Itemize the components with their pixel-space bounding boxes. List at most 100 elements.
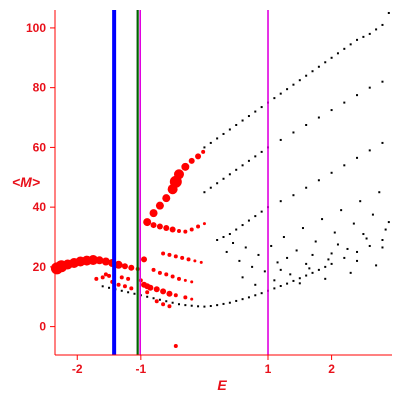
data-point-red <box>181 162 190 171</box>
data-point-red <box>189 227 194 232</box>
data-point-red <box>101 257 110 266</box>
data-point-black <box>327 258 330 261</box>
x-tick-label: 1 <box>265 362 272 376</box>
data-point-black <box>209 141 212 144</box>
data-point-black <box>165 300 168 303</box>
data-point-red <box>170 274 175 279</box>
data-point-red <box>183 295 188 300</box>
data-point-black <box>362 233 365 236</box>
data-point-black <box>305 262 308 265</box>
data-point-black <box>381 23 384 26</box>
data-point-black <box>241 298 244 301</box>
data-point-black <box>203 146 206 149</box>
data-point-red <box>188 157 195 164</box>
y-axis-title: <M> <box>12 174 40 190</box>
data-point-black <box>254 215 257 218</box>
data-point-black <box>238 259 241 262</box>
data-point-black <box>387 221 390 224</box>
data-point-black <box>330 56 333 59</box>
data-point-red <box>154 299 159 304</box>
data-point-black <box>254 155 257 158</box>
data-point-red <box>173 254 178 259</box>
data-point-red <box>122 284 127 289</box>
data-point-black <box>330 109 333 112</box>
data-point-black <box>349 271 352 274</box>
data-point-black <box>324 265 327 268</box>
data-point-black <box>298 282 301 285</box>
data-point-black <box>311 70 314 73</box>
data-point-black <box>333 231 336 234</box>
data-point-black <box>241 164 244 167</box>
data-point-black <box>356 94 359 97</box>
data-point-black <box>317 65 320 68</box>
data-point-black <box>247 219 250 222</box>
data-point-black <box>247 159 250 162</box>
data-point-black <box>263 270 266 273</box>
data-point-red <box>119 275 124 280</box>
data-point-black <box>343 47 346 50</box>
data-point-black <box>368 86 371 89</box>
data-point-black <box>260 210 263 213</box>
data-point-black <box>228 173 231 176</box>
data-point-black <box>292 131 295 134</box>
data-point-black <box>222 132 225 135</box>
data-point-black <box>286 88 289 91</box>
data-point-red <box>195 153 202 160</box>
data-point-black <box>311 253 314 256</box>
data-point-black <box>279 268 282 271</box>
data-point-black <box>368 244 371 247</box>
data-point-black <box>279 92 282 95</box>
data-point-red <box>116 282 121 287</box>
data-point-black <box>232 241 235 244</box>
data-point-black <box>321 218 324 221</box>
data-point-black <box>356 38 359 41</box>
data-point-black <box>235 299 238 302</box>
data-point-black <box>305 186 308 189</box>
y-tick-label: 40 <box>33 200 47 214</box>
data-point-black <box>247 115 250 118</box>
data-point-black <box>108 286 111 289</box>
data-point-black <box>375 28 378 31</box>
data-point-black <box>311 271 314 274</box>
red-series <box>50 149 206 349</box>
data-point-black <box>371 213 374 216</box>
data-point-black <box>387 11 390 14</box>
x-tick-label: -1 <box>136 362 147 376</box>
data-point-black <box>257 253 260 256</box>
data-point-red <box>190 297 194 301</box>
data-point-red <box>183 278 187 282</box>
data-point-black <box>260 150 263 153</box>
data-point-black <box>228 233 231 236</box>
data-point-black <box>241 276 244 279</box>
data-point-black <box>216 182 219 185</box>
y-axis-ticks: 0 20 40 60 80 100 <box>26 21 55 334</box>
data-point-black <box>330 262 333 265</box>
data-point-black <box>368 149 371 152</box>
data-point-black <box>362 35 365 38</box>
data-point-black <box>216 304 219 307</box>
data-point-red <box>167 252 172 257</box>
data-point-black <box>209 186 212 189</box>
data-point-black <box>260 292 263 295</box>
data-point-red <box>164 272 169 277</box>
data-point-black <box>365 237 368 240</box>
data-point-black <box>222 236 225 239</box>
data-point-black <box>244 246 247 249</box>
data-point-black <box>305 124 308 126</box>
data-point-black <box>254 294 257 297</box>
data-point-red <box>141 256 148 263</box>
data-point-black <box>330 171 333 174</box>
data-point-black <box>384 228 387 231</box>
data-point-black <box>314 240 317 243</box>
data-point-black <box>279 200 282 203</box>
data-point-black <box>222 302 225 305</box>
x-axis-title: E <box>217 377 227 393</box>
data-point-red <box>166 290 173 297</box>
data-point-black <box>340 209 343 212</box>
data-point-red <box>147 284 154 291</box>
data-point-red <box>126 276 131 281</box>
data-point-black <box>317 179 320 182</box>
data-point-black <box>254 110 257 113</box>
data-point-red <box>107 273 112 278</box>
data-point-black <box>225 250 228 253</box>
